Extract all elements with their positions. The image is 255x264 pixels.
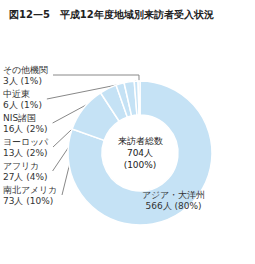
svg-text:16人 (2%): 16人 (2%): [3, 124, 48, 134]
svg-text:図12—5 平成12年度地域別来訪者受入状況: 図12—5 平成12年度地域別来訪者受入状況: [9, 9, 214, 20]
svg-text:ヨーロッパ: ヨーロッパ: [3, 137, 49, 147]
svg-text:中近東: 中近東: [3, 89, 30, 99]
svg-text:3人 (1%): 3人 (1%): [3, 76, 42, 86]
svg-text:13人 (2%): 13人 (2%): [3, 148, 48, 158]
svg-text:アフリカ: アフリカ: [3, 161, 39, 171]
svg-text:6人 (1%): 6人 (1%): [3, 100, 42, 110]
svg-text:704人: 704人: [127, 148, 153, 158]
svg-text:73人 (10%): 73人 (10%): [3, 196, 53, 206]
svg-text:27人 (4%): 27人 (4%): [3, 172, 48, 182]
svg-text:南北アメリカ: 南北アメリカ: [3, 185, 57, 195]
svg-text:その他機関: その他機関: [3, 65, 48, 75]
svg-text:(100%): (100%): [124, 160, 157, 170]
svg-text:アジア・大洋州: アジア・大洋州: [142, 190, 205, 200]
svg-text:来訪者総数: 来訪者総数: [118, 136, 163, 146]
svg-text:NIS諸国: NIS諸国: [3, 113, 36, 123]
svg-text:566人 (80%): 566人 (80%): [145, 201, 201, 211]
